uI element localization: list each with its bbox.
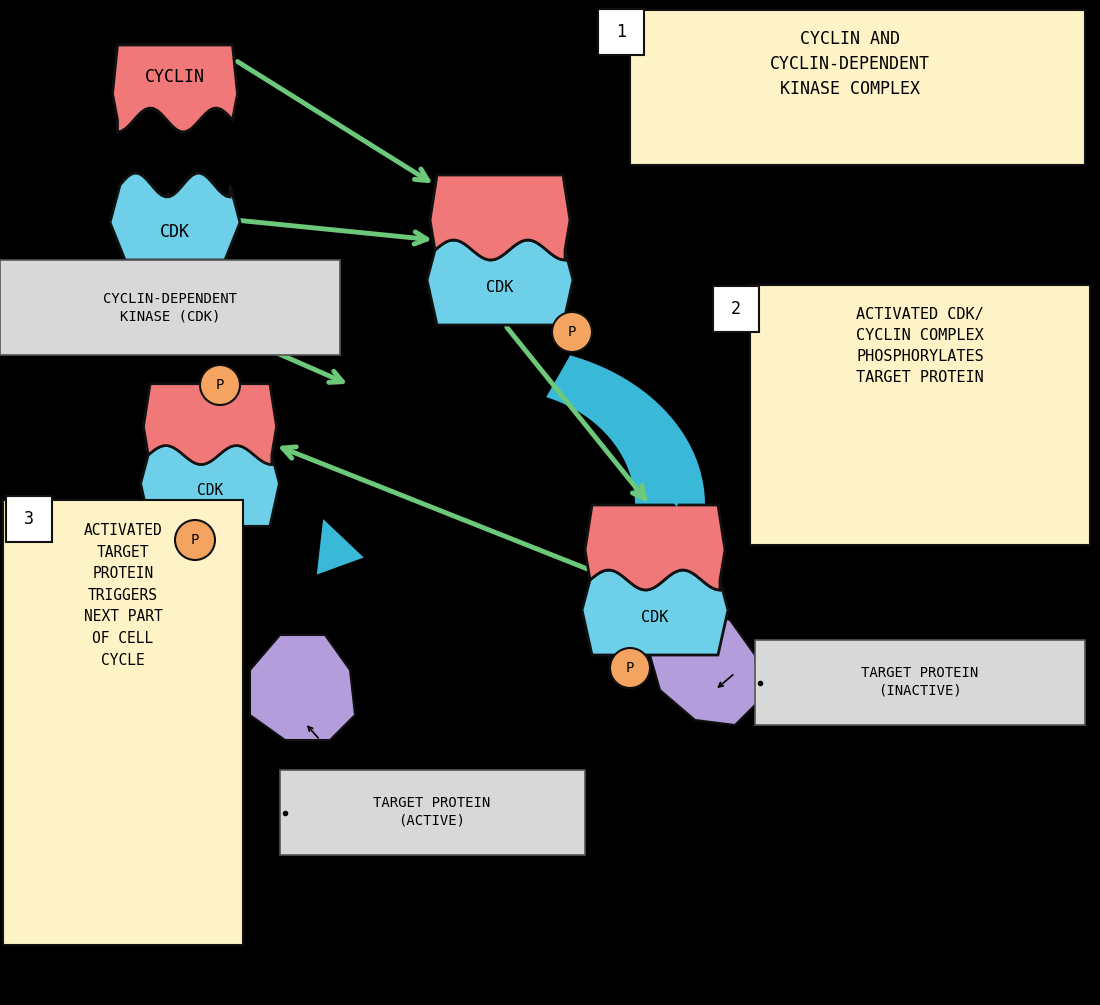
Text: TARGET PROTEIN
(INACTIVE): TARGET PROTEIN (INACTIVE): [861, 666, 979, 697]
FancyBboxPatch shape: [598, 9, 644, 55]
Text: 3: 3: [24, 510, 34, 528]
Text: P: P: [216, 378, 224, 392]
Text: ACTIVATED CDK/
CYCLIN COMPLEX
PHOSPHORYLATES
TARGET PROTEIN: ACTIVATED CDK/ CYCLIN COMPLEX PHOSPHORYL…: [856, 307, 983, 385]
Text: 1: 1: [616, 23, 626, 41]
Text: ACTIVATED
TARGET
PROTEIN
TRIGGERS
NEXT PART
OF CELL
CYCLE: ACTIVATED TARGET PROTEIN TRIGGERS NEXT P…: [84, 523, 163, 667]
Polygon shape: [430, 175, 570, 260]
Polygon shape: [427, 240, 573, 325]
Circle shape: [175, 520, 214, 560]
Polygon shape: [640, 452, 689, 508]
Text: CYCLIN: CYCLIN: [145, 67, 205, 85]
Circle shape: [552, 312, 592, 352]
Polygon shape: [650, 610, 760, 725]
FancyBboxPatch shape: [713, 286, 759, 332]
FancyBboxPatch shape: [6, 496, 52, 542]
Text: CDK: CDK: [641, 610, 669, 625]
FancyBboxPatch shape: [3, 500, 243, 945]
Text: P: P: [568, 325, 576, 339]
Text: P: P: [190, 533, 199, 547]
Text: CDK: CDK: [486, 280, 514, 295]
Text: P: P: [626, 661, 635, 675]
Text: CDK: CDK: [160, 222, 190, 240]
Text: CYCLIN-DEPENDENT
KINASE (CDK): CYCLIN-DEPENDENT KINASE (CDK): [103, 291, 236, 324]
FancyBboxPatch shape: [755, 640, 1085, 725]
Polygon shape: [585, 505, 725, 590]
Polygon shape: [582, 570, 728, 655]
Polygon shape: [547, 356, 705, 560]
Circle shape: [610, 648, 650, 688]
FancyBboxPatch shape: [280, 770, 585, 855]
FancyBboxPatch shape: [630, 10, 1085, 165]
FancyBboxPatch shape: [0, 260, 340, 355]
Circle shape: [200, 365, 240, 405]
Polygon shape: [317, 519, 364, 575]
Polygon shape: [143, 384, 276, 464]
Text: CDK: CDK: [197, 483, 223, 498]
FancyBboxPatch shape: [750, 285, 1090, 545]
Text: 2: 2: [732, 300, 741, 318]
Text: CYCLIN AND
CYCLIN-DEPENDENT
KINASE COMPLEX: CYCLIN AND CYCLIN-DEPENDENT KINASE COMPL…: [770, 30, 930, 98]
Polygon shape: [110, 173, 240, 260]
Text: TARGET PROTEIN
(ACTIVE): TARGET PROTEIN (ACTIVE): [373, 796, 491, 828]
Polygon shape: [112, 45, 238, 132]
Polygon shape: [141, 445, 279, 527]
Polygon shape: [250, 635, 355, 740]
